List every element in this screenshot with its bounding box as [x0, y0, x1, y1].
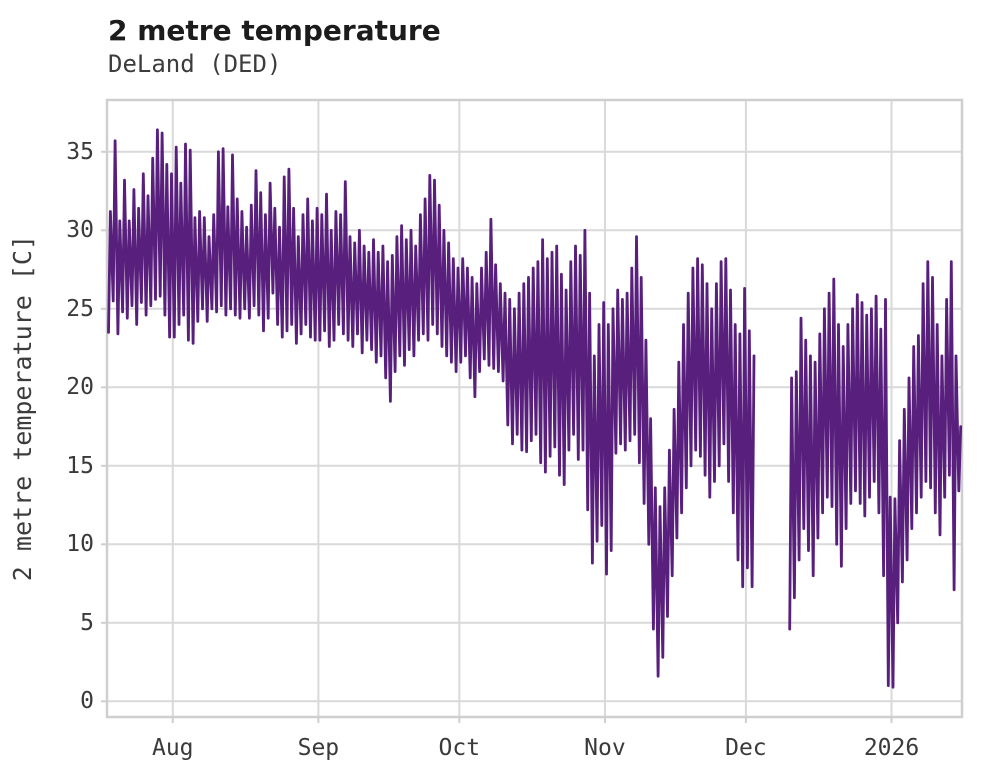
- temperature-series-line: [788, 260, 963, 689]
- temperature-series-line: [107, 128, 756, 678]
- chart-subtitle: DeLand (DED): [108, 50, 282, 78]
- y-tick-label: 20: [66, 374, 94, 401]
- x-tick-label: Dec: [725, 735, 767, 761]
- y-tick-label: 0: [80, 688, 94, 715]
- y-tick-label: 25: [66, 295, 94, 322]
- x-tick-label: Oct: [438, 735, 481, 761]
- y-tick-label: 30: [66, 217, 94, 244]
- x-tick-label: 2026: [863, 735, 920, 761]
- y-tick-label: 35: [66, 138, 94, 165]
- x-tick-label: Aug: [151, 735, 194, 761]
- y-tick-label: 15: [66, 452, 94, 479]
- x-tick-label: Sep: [297, 735, 340, 761]
- y-tick-label: 10: [66, 531, 94, 558]
- chart-title: 2 metre temperature: [108, 14, 441, 47]
- plot-border: [105, 98, 964, 719]
- x-tick-label: Nov: [584, 735, 626, 761]
- y-tick-label: 5: [80, 609, 94, 636]
